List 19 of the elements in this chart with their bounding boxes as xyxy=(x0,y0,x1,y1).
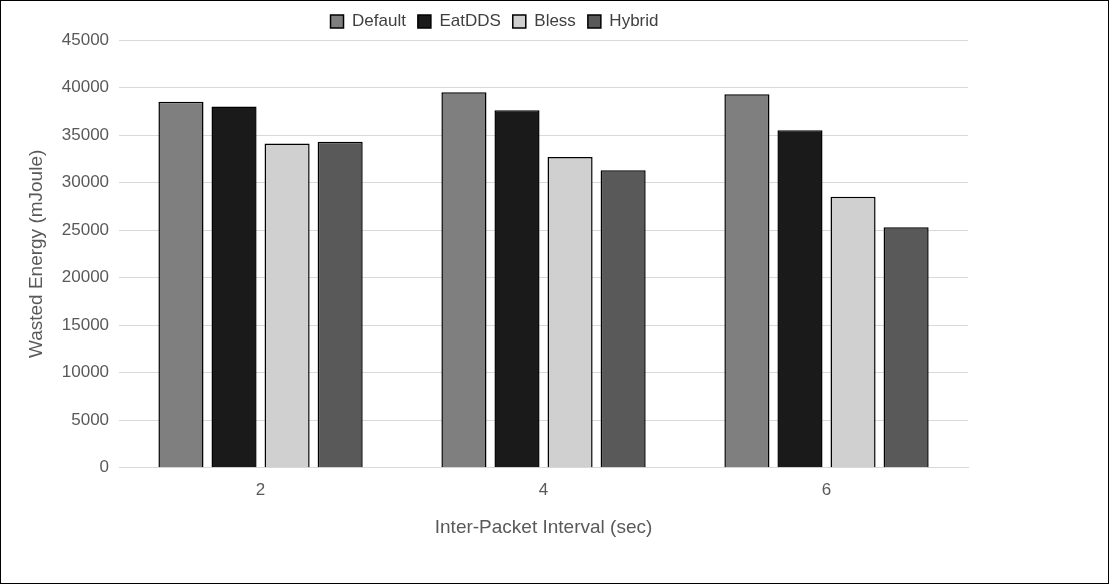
y-tick-label: 35000 xyxy=(61,124,110,144)
y-tick-label: 20000 xyxy=(61,267,110,287)
legend-label: Bless xyxy=(534,11,576,31)
x-tick-label: 2 xyxy=(255,479,266,499)
y-axis-title: Wasted Energy (mJoule) xyxy=(24,149,46,359)
x-tick-label: 6 xyxy=(821,479,832,499)
y-tick-label: 15000 xyxy=(61,314,110,334)
legend-label: Default xyxy=(352,11,407,31)
y-tick-label: 40000 xyxy=(61,77,110,97)
legend-label: EatDDS xyxy=(439,11,501,31)
y-tick-label: 25000 xyxy=(61,219,110,239)
legend-label: Hybrid xyxy=(609,11,659,31)
y-tick-label: 30000 xyxy=(61,172,110,192)
y-tick-label: 45000 xyxy=(61,29,110,49)
x-axis-title: Inter-Packet Interval (sec) xyxy=(434,515,653,537)
y-tick-label: 5000 xyxy=(71,409,110,429)
x-tick-label: 4 xyxy=(538,479,549,499)
y-tick-label: 0 xyxy=(99,457,110,477)
y-tick-label: 10000 xyxy=(61,362,110,382)
